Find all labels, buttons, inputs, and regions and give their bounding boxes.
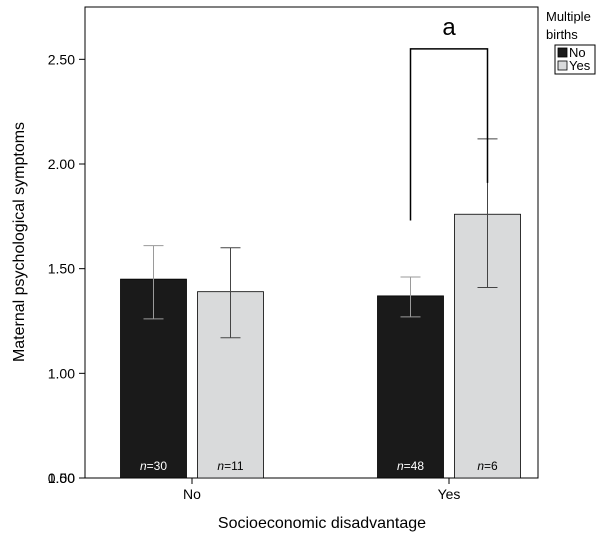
legend-title-line-1: Multiple [546, 9, 591, 24]
significance-label: a [442, 14, 456, 41]
legend-label-no: No [569, 45, 586, 60]
bars [120, 213, 521, 479]
x-axis-title: Socioeconomic disadvantage [218, 515, 426, 532]
bar-yes-no [377, 295, 444, 479]
x-tick-label: No [183, 486, 201, 502]
n-labels: n=30 n=11 n=48 n=6 [140, 459, 498, 473]
legend-swatch-yes [557, 60, 568, 71]
error-bar-yes-no [400, 276, 421, 318]
plot-border [84, 6, 539, 479]
legend-label-yes: Yes [569, 58, 591, 73]
significance-bracket: a [409, 14, 489, 221]
n-label-yes-no: n=48 [397, 459, 424, 473]
n-label-no-no: n=30 [140, 459, 167, 473]
n-label-no-yes: n=11 [217, 459, 243, 473]
legend-swatch-no [557, 47, 568, 58]
y-axis: 1.50 1.00 1.50 2.00 2.50 0.00 [48, 51, 85, 486]
y-tick-label: 2.00 [48, 156, 75, 172]
y-tick-label: 1.00 [48, 365, 75, 381]
y-tick-label: 0.00 [48, 470, 75, 486]
bracket-line [409, 48, 489, 221]
y-tick-label: 1.50 [48, 470, 75, 486]
error-bar-no-yes [220, 247, 241, 339]
n-label-yes-yes: n=6 [477, 459, 498, 473]
x-tick-label: Yes [438, 486, 461, 502]
error-bar-no-no [143, 245, 164, 320]
legend-title-line-2: births [546, 27, 578, 42]
error-bars [143, 138, 498, 339]
y-tick-label: 2.50 [48, 51, 75, 67]
y-tick-label: 1.50 [48, 261, 75, 277]
y-axis-title: Maternal psychological symptoms [11, 122, 28, 362]
plot-frame [84, 6, 539, 479]
legend: Multiple births No Yes [546, 9, 596, 75]
x-axis: No Yes [183, 478, 460, 502]
